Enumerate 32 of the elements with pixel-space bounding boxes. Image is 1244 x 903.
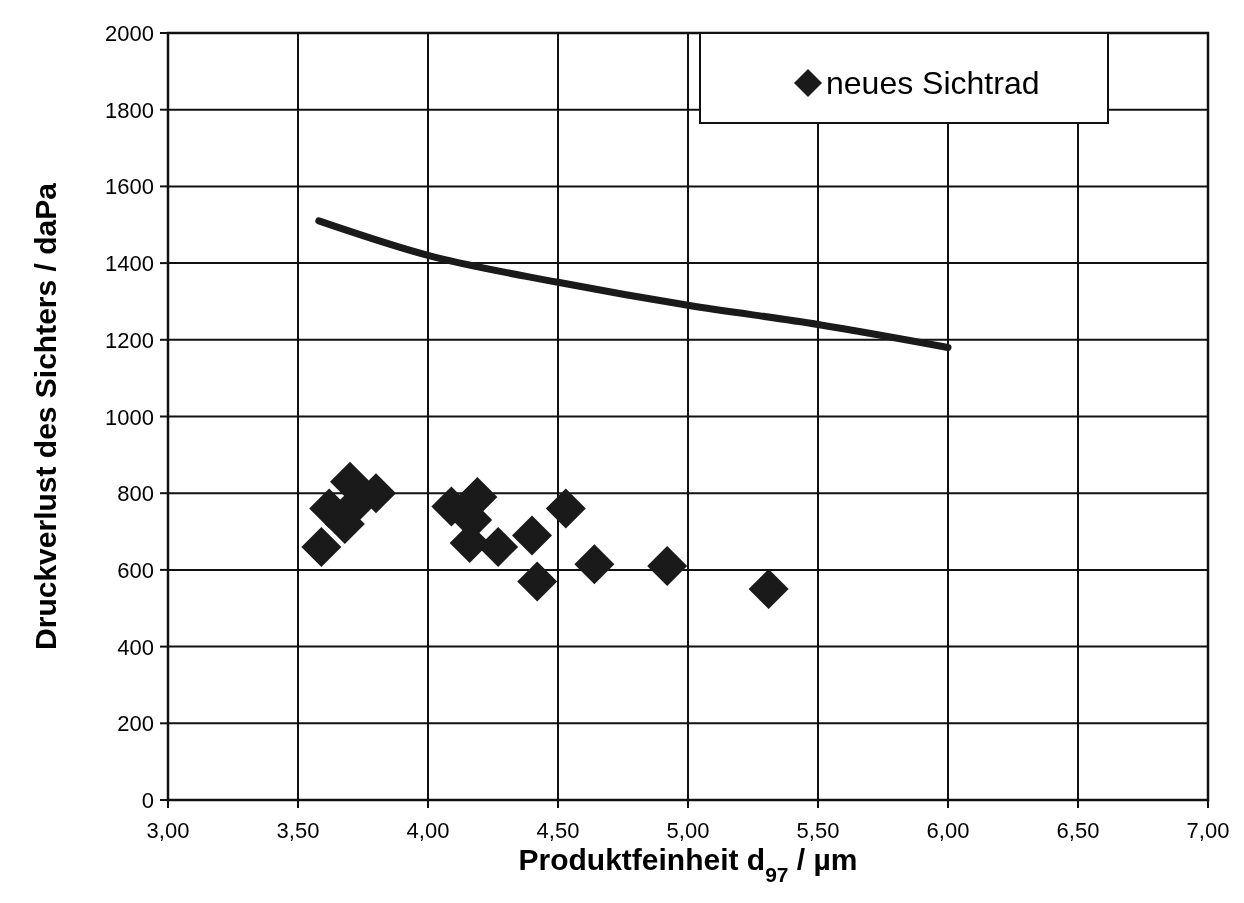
y-tick-label: 400 [117,634,154,660]
legend-label: neues Sichtrad [826,65,1040,101]
x-tick-label: 6,00 [926,818,970,843]
x-axis-title: Produktfeinheit d$_{97}$ / µm [518,843,858,886]
x-tick-label: 3,00 [146,818,190,843]
y-tick-label: 600 [117,557,154,583]
y-tick-label: 1600 [105,174,154,200]
point [748,569,789,610]
x-tick-label: 4,00 [406,818,450,843]
x-tick-label: 5,50 [796,818,840,843]
y-tick-label: 2000 [105,21,154,46]
x-tick-label: 3,50 [276,818,320,843]
y-axis-title: Druckverlust des Sichters / daPa [29,182,62,650]
x-tick-label: 7,00 [1186,818,1230,843]
y-tick-label: 1800 [105,97,154,123]
y-tick-label: 1200 [105,327,154,353]
point [478,526,519,567]
x-tick-label: 5,00 [666,818,710,843]
y-tick-label: 1400 [105,251,154,277]
x-tick-label: 6,50 [1056,818,1100,843]
y-tick-label: 1000 [105,404,154,430]
y-tick-label: 800 [117,481,154,507]
legend: neues Sichtrad [699,32,1109,124]
point [517,561,558,602]
point [574,544,615,585]
y-tick-label: 0 [141,788,154,813]
point [647,546,688,587]
point [301,526,342,567]
point [512,515,552,556]
point [545,488,586,529]
y-tick-label: 200 [117,711,154,737]
x-tick-label: 4,50 [536,818,580,843]
